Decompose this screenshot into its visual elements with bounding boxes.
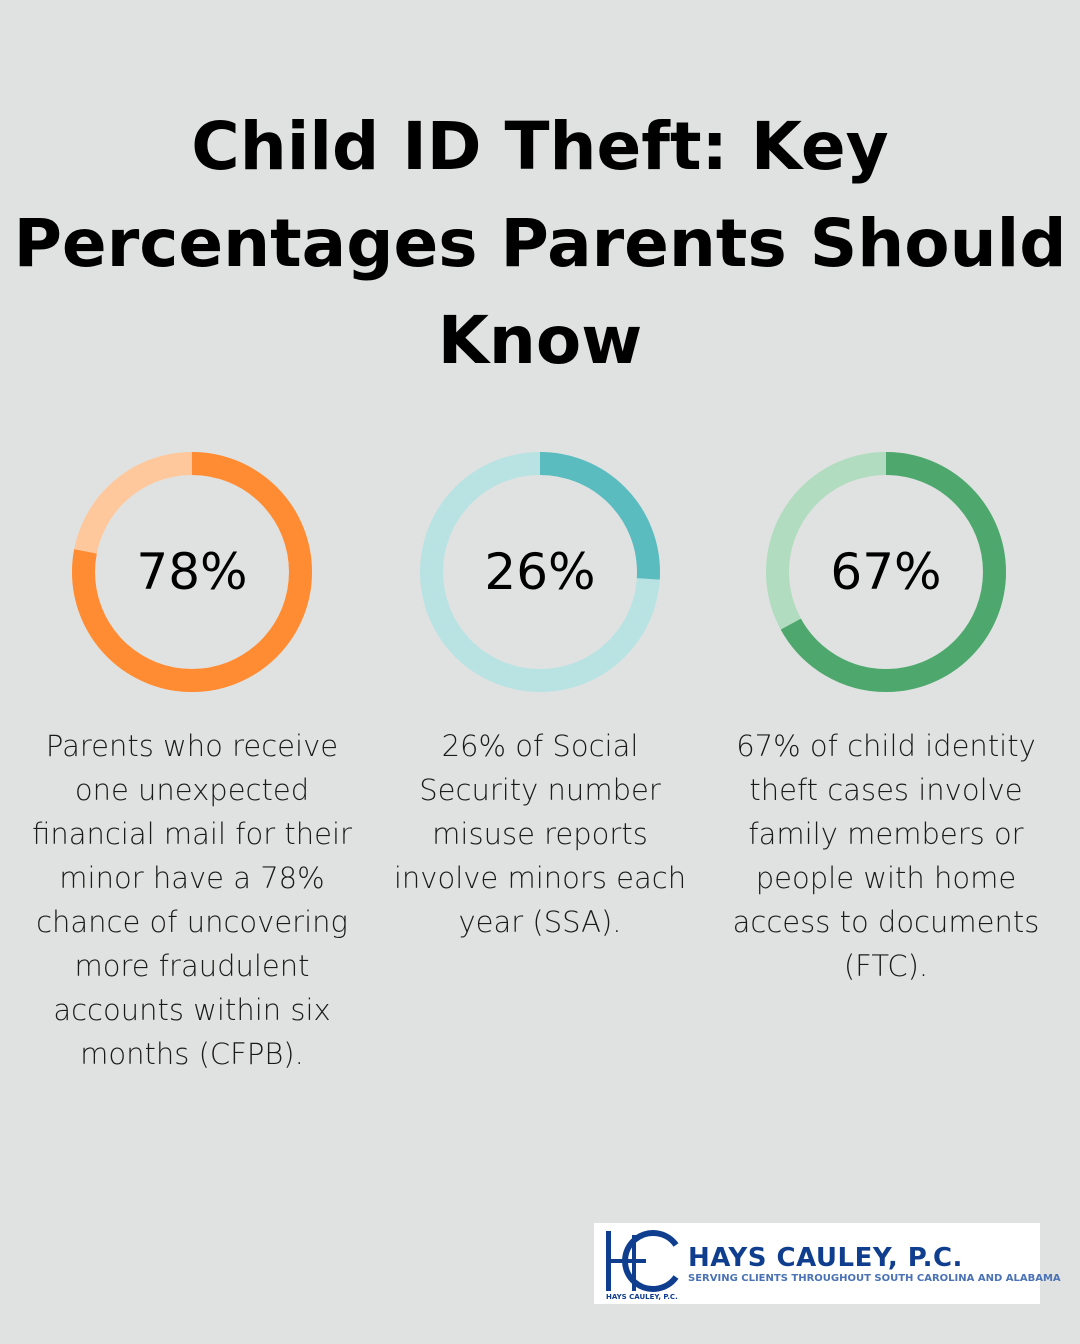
donut-chart-2: 26% <box>418 450 662 694</box>
donut-value-arc <box>420 452 660 692</box>
donut-value-arc <box>72 452 312 692</box>
logo-name: HAYS CAULEY, P.C. <box>688 1243 963 1273</box>
donut-chart-1: 78% <box>70 450 314 694</box>
donut-label: 67% <box>830 543 942 601</box>
logo-small-name: HAYS CAULEY, P.C. <box>606 1293 678 1301</box>
stat-description-2: 26% of Social Security number misuse rep… <box>393 729 687 939</box>
donut-label: 78% <box>136 543 248 601</box>
donut-chart-3: 67% <box>764 450 1008 694</box>
donut-label: 26% <box>484 543 596 601</box>
page-title: Child ID Theft: Key Percentages Parents … <box>13 108 1067 379</box>
logo-tagline: SERVING CLIENTS THROUGHOUT SOUTH CAROLIN… <box>688 1273 1061 1284</box>
stat-description-3: 67% of child identity theft cases involv… <box>732 729 1040 983</box>
donut-svg <box>72 452 312 692</box>
hays-cauley-logo: HAYS CAULEY, P.C. SERVING CLIENTS THROUG… <box>594 1223 1061 1304</box>
stat-description-1: Parents who receive one unexpected finan… <box>32 729 352 1071</box>
donut-svg <box>766 452 1006 692</box>
donut-svg <box>420 452 660 692</box>
donut-value-arc <box>766 452 1006 692</box>
hc-monogram-icon <box>606 1230 679 1292</box>
